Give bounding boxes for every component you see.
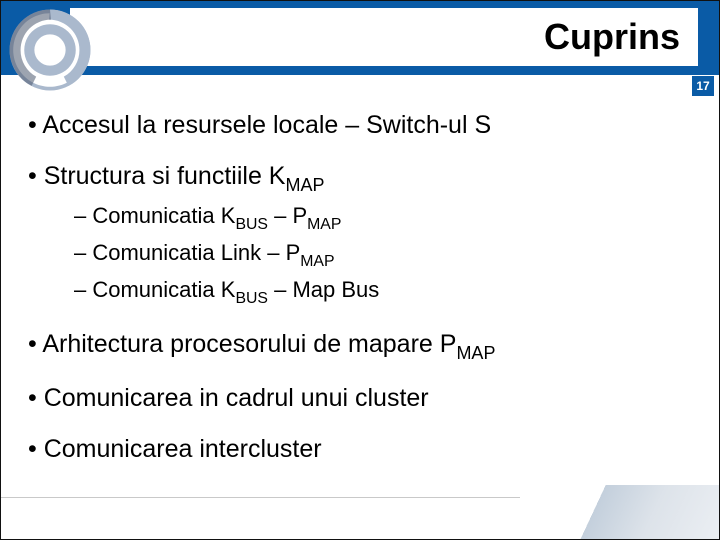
bullet-text-mid: – Map Bus [268,277,379,302]
spacer [28,313,692,329]
bullet-item: Comunicarea in cadrul unui cluster [28,383,692,414]
sub-bullet-item: Comunicatia KBUS – PMAP [74,202,692,235]
bullet-text: Comunicarea in cadrul unui cluster [44,384,429,412]
bullet-text-pre: Comunicatia K [92,203,235,228]
subscript: BUS [235,216,268,233]
page-number: 17 [696,79,709,93]
logo [4,4,96,96]
subscript: MAP [300,253,334,270]
bullet-text-mid: – P [268,203,307,228]
bullet-item: Accesul la resursele locale – Switch-ul … [28,110,692,141]
subscript: BUS [235,290,268,307]
bullet-text: Accesul la resursele locale – Switch-ul … [42,111,491,139]
swirl-icon [4,4,96,96]
subscript: MAP [307,216,341,233]
footer-divider [0,497,520,498]
bullet-text: Comunicarea intercluster [44,435,322,463]
bullet-item: Arhitectura procesorului de mapare PMAP [28,329,692,364]
bullet-text-pre: Comunicatia Link – P [92,240,300,265]
footer-decoration [520,485,720,540]
subscript: MAP [285,175,324,195]
page-number-badge: 17 [692,76,714,96]
slide-title: Cuprins [544,16,680,58]
bullet-item: Structura si functiile KMAP [28,161,692,196]
title-bar: Cuprins [70,8,698,66]
sub-bullet-item: Comunicatia Link – PMAP [74,239,692,272]
bullet-text-pre: Comunicatia K [92,277,235,302]
subscript: MAP [456,343,495,363]
bullet-text-pre: Arhitectura procesorului de mapare P [42,330,456,358]
content-area: Accesul la resursele locale – Switch-ul … [28,110,692,486]
bullet-text-pre: Structura si functiile K [44,162,286,190]
sub-bullet-item: Comunicatia KBUS – Map Bus [74,276,692,309]
bullet-item: Comunicarea intercluster [28,434,692,465]
